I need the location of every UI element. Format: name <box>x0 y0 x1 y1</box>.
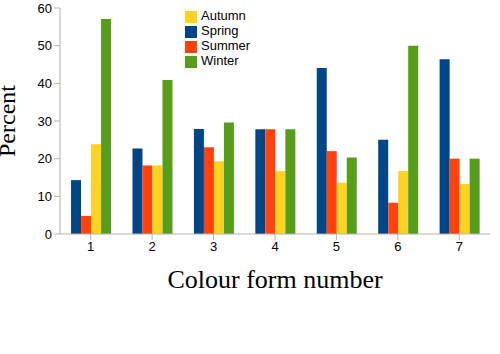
html-text:Autumn: Autumn <box>201 8 246 23</box>
html-text:Summer: Summer <box>201 38 251 53</box>
svg-text:3: 3 <box>210 239 217 254</box>
svg-text:6: 6 <box>394 239 401 254</box>
svg-text:7: 7 <box>456 239 463 254</box>
svg-text:50: 50 <box>38 38 52 53</box>
svg-text:30: 30 <box>38 114 52 129</box>
svg-text:10: 10 <box>38 189 52 204</box>
svg-text:0: 0 <box>45 227 52 242</box>
svg-text:20: 20 <box>38 151 52 166</box>
svg-text:4: 4 <box>271 239 278 254</box>
html-text:Spring: Spring <box>201 23 239 38</box>
svg-text:5: 5 <box>333 239 340 254</box>
svg-text:Colour form number: Colour form number <box>167 265 383 294</box>
svg-text:60: 60 <box>38 1 52 16</box>
html-text:Winter: Winter <box>201 53 239 68</box>
svg-text:40: 40 <box>38 76 52 91</box>
svg-text:2: 2 <box>149 239 156 254</box>
svg-text:1: 1 <box>87 239 94 254</box>
svg-text:Percent: Percent <box>8 85 20 157</box>
